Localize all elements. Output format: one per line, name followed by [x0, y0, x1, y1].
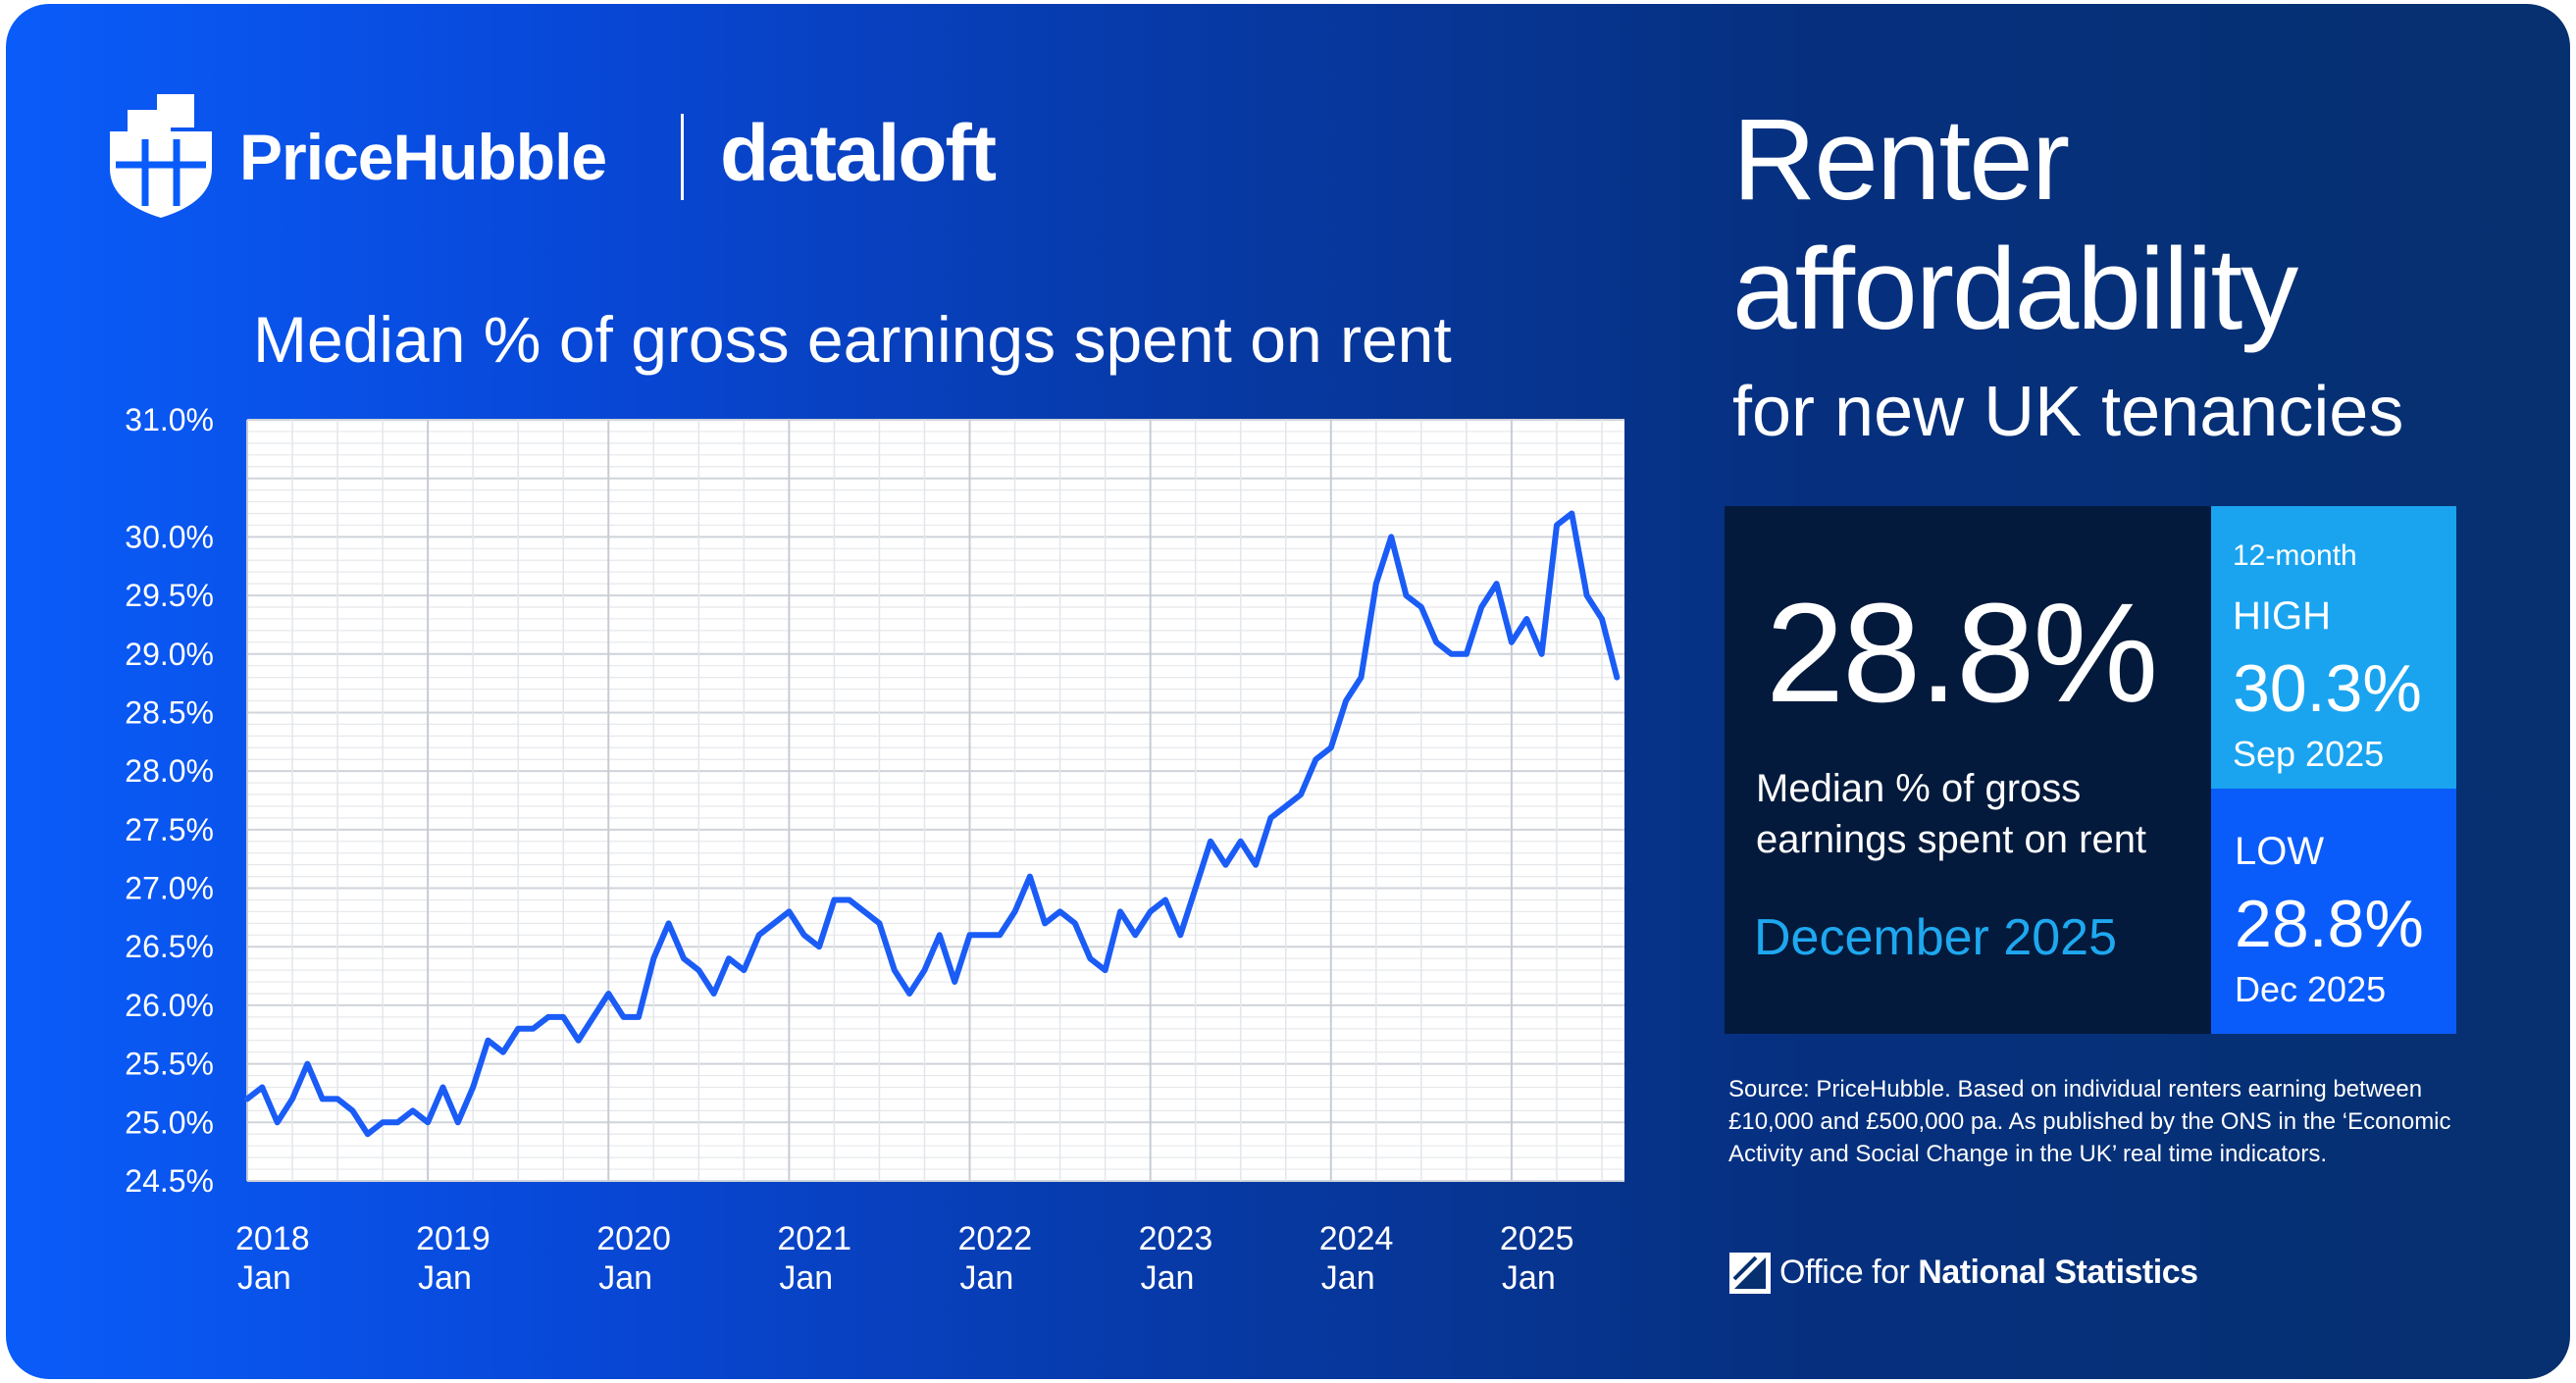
series-line-rent-share: [244, 510, 1621, 1138]
y-tick-label: 25.5%: [125, 1047, 214, 1082]
x-tick-month: Jan: [1141, 1259, 1195, 1297]
y-tick-label: 28.5%: [125, 694, 214, 730]
x-tick-month: Jan: [418, 1259, 472, 1297]
ons-name: Office for National Statistics: [1779, 1254, 2198, 1292]
ons-logo-icon: [1729, 1253, 1771, 1294]
y-tick-label: 30.0%: [125, 519, 214, 554]
brand-partner: dataloft: [720, 109, 997, 198]
kpi-low-box: LOW 28.8% Dec 2025: [2211, 789, 2456, 1034]
x-tick-month: Jan: [598, 1259, 652, 1297]
x-tick-month: Jan: [1502, 1259, 1556, 1297]
x-tick-year: 2024: [1319, 1220, 1394, 1257]
x-tick-month: Jan: [960, 1259, 1014, 1297]
y-tick-label: 26.0%: [125, 988, 214, 1023]
x-tick-year: 2022: [958, 1220, 1033, 1257]
x-tick-year: 2019: [416, 1220, 490, 1257]
y-tick-label: 27.0%: [125, 871, 214, 906]
y-tick-label: 26.5%: [125, 929, 214, 964]
pricehubble-logo-icon: [110, 94, 212, 218]
kpi-low-tag: LOW: [2235, 830, 2325, 873]
x-tick-year: 2023: [1139, 1220, 1213, 1257]
x-tick-year: 2018: [235, 1220, 310, 1257]
x-tick-month: Jan: [237, 1259, 291, 1297]
y-tick-label: 25.0%: [125, 1104, 214, 1140]
y-tick-label: 27.5%: [125, 812, 214, 847]
x-tick-month: Jan: [779, 1259, 833, 1297]
brand-divider: [681, 114, 684, 200]
kpi-date: December 2025: [1754, 909, 2117, 966]
ons-name-emphasis: National Statistics: [1918, 1254, 2198, 1291]
kpi-main-box: 28.8% Median % of gross earnings spent o…: [1725, 506, 2211, 1034]
kpi-high-box: 12-month HIGH 30.3% Sep 2025: [2211, 506, 2456, 789]
headline-line-1: Renter: [1732, 95, 2070, 225]
kpi-low-date: Dec 2025: [2235, 969, 2387, 1009]
y-tick-label: 29.5%: [125, 578, 214, 613]
plot-area: [247, 420, 1624, 1181]
y-tick-label: 28.0%: [125, 753, 214, 789]
line-chart: 31.0% 30.0% 29.5% 29.0% 28.5% 28.0% 27.5% 27.0%…: [125, 402, 1624, 1297]
kpi-high-tag: HIGH: [2233, 594, 2331, 638]
kpi-value: 28.8%: [1766, 574, 2158, 732]
x-tick-month: Jan: [1321, 1259, 1375, 1297]
kpi-high-value: 30.3%: [2233, 651, 2422, 726]
headline-line-3: for new UK tenancies: [1732, 373, 2404, 451]
infographic-card: PriceHubble dataloft Median % of gross e…: [6, 4, 2570, 1379]
kpi-high-period: 12-month: [2233, 539, 2357, 572]
y-tick-label: 31.0%: [125, 402, 214, 437]
ons-name-prefix: Office for: [1779, 1254, 1919, 1291]
y-tick-label: 29.0%: [125, 637, 214, 672]
kpi-label: Median % of gross earnings spent on rent: [1756, 767, 2147, 861]
x-tick-year: 2020: [596, 1220, 671, 1257]
headline-line-2: affordability: [1732, 225, 2298, 354]
x-tick-year: 2025: [1500, 1220, 1574, 1257]
source-note: Source: PriceHubble. Based on individual…: [1728, 1076, 2451, 1167]
x-tick-year: 2021: [777, 1220, 851, 1257]
y-tick-label: 24.5%: [125, 1163, 214, 1199]
brand-name: PriceHubble: [239, 121, 607, 193]
chart-title: Median % of gross earnings spent on rent: [253, 303, 1452, 376]
kpi-high-date: Sep 2025: [2233, 734, 2385, 774]
kpi-low-value: 28.8%: [2235, 887, 2424, 961]
